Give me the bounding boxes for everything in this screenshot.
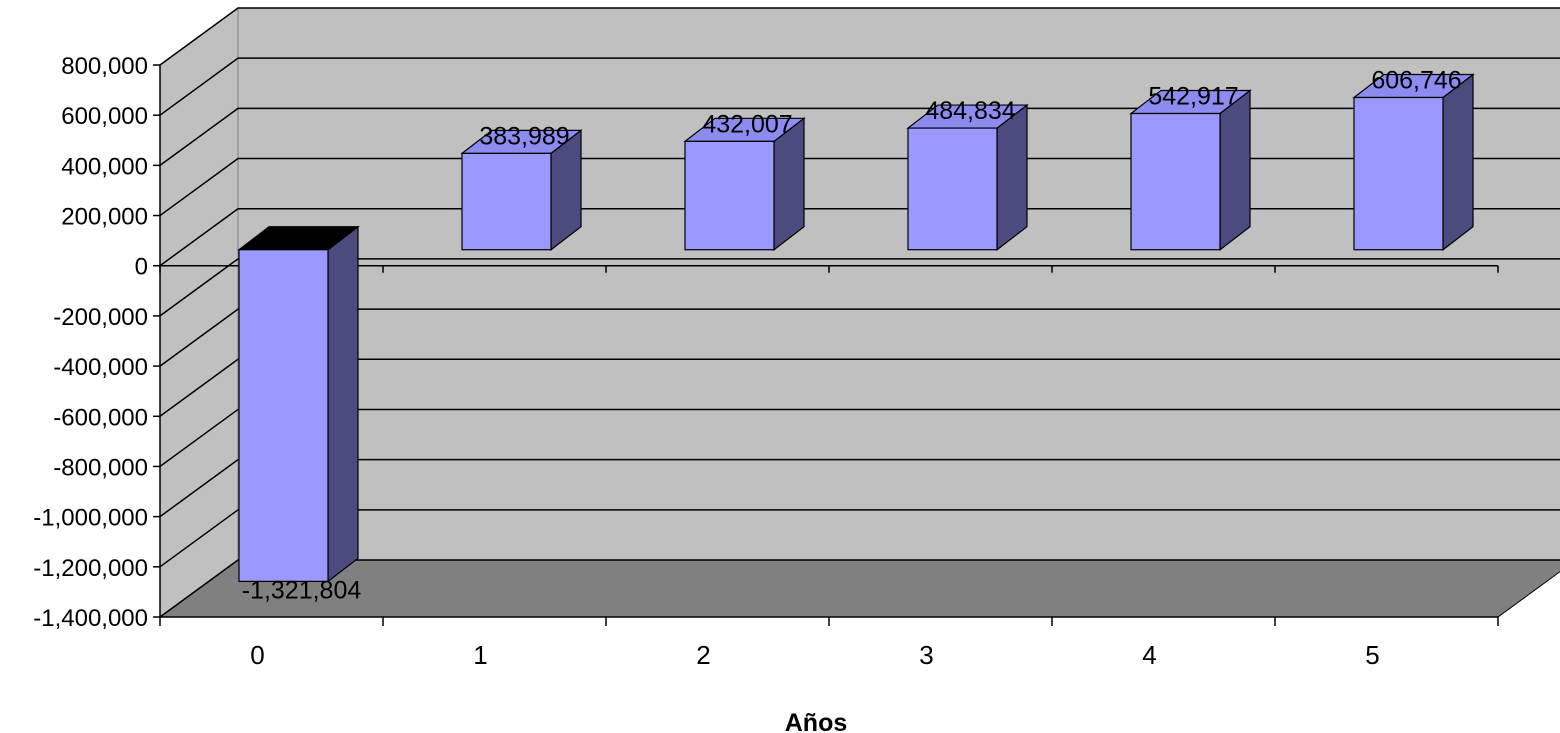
bar [906, 103, 1029, 251]
y-tick-label: -600,000 [53, 404, 148, 431]
data-label: 542,917 [1148, 83, 1238, 111]
gridline [159, 308, 1560, 367]
data-label: -1,321,804 [242, 576, 362, 604]
y-tick-label: 600,000 [61, 103, 148, 130]
y-tick-label: -200,000 [53, 304, 148, 331]
back-wall [237, 7, 1560, 561]
gridline [159, 559, 1560, 618]
data-labels: -1,321,804 383,989 432,007 484,834 542,917 60… [242, 66, 1462, 604]
y-tick-label: 200,000 [61, 204, 148, 231]
bar-front [907, 127, 998, 251]
bar [460, 129, 583, 251]
data-label: 484,834 [925, 97, 1015, 125]
axes [153, 64, 1499, 626]
data-label: 432,007 [702, 110, 792, 138]
gridline [159, 7, 1560, 66]
y-axis-tick-labels: 800,000 600,000 400,000 200,000 0 -200,000 -40… [33, 53, 148, 632]
bar [683, 117, 806, 251]
y-tick-label: -1,000,000 [33, 505, 148, 532]
gridline [159, 258, 1560, 317]
bar-front [461, 152, 552, 251]
y-tick-label: -400,000 [53, 354, 148, 381]
x-tick-label: 4 [1142, 640, 1156, 670]
x-axis-tick-labels: 0 1 2 3 4 5 [250, 640, 1379, 670]
gridline [159, 509, 1560, 568]
y-tick-label: 0 [135, 254, 148, 281]
floor [158, 559, 1560, 618]
gridlines [159, 7, 1560, 618]
gridline [159, 458, 1560, 518]
x-tick-label: 2 [696, 640, 710, 670]
gridline [159, 57, 1560, 116]
bar [237, 225, 360, 583]
data-label: 383,989 [479, 122, 569, 150]
x-axis-title: Años [785, 709, 848, 733]
bar [1352, 73, 1475, 251]
bar-side [1219, 89, 1251, 251]
gridline [159, 358, 1560, 417]
gridline [159, 408, 1560, 468]
y-tick-label: 400,000 [61, 153, 148, 180]
bar-front [1130, 112, 1221, 251]
bar-side [327, 225, 359, 583]
chart-walls [158, 7, 1560, 618]
x-tick-label: 1 [473, 640, 487, 670]
bar-side [996, 103, 1028, 251]
side-wall [159, 7, 239, 618]
y-tick-label: -1,200,000 [33, 555, 148, 582]
data-label: 606,746 [1371, 66, 1461, 94]
bars [237, 73, 1475, 583]
x-tick-label: 0 [250, 640, 264, 670]
bar-front [1353, 96, 1444, 251]
bar-front [684, 140, 775, 251]
x-tick-label: 3 [919, 640, 933, 670]
y-tick-label: -1,400,000 [33, 605, 148, 632]
bar-front [238, 249, 329, 582]
y-tick-label: -800,000 [53, 454, 148, 481]
bar [1129, 89, 1252, 251]
y-tick-label: 800,000 [61, 53, 148, 80]
bar-side [1442, 73, 1474, 251]
x-tick-label: 5 [1365, 640, 1379, 670]
